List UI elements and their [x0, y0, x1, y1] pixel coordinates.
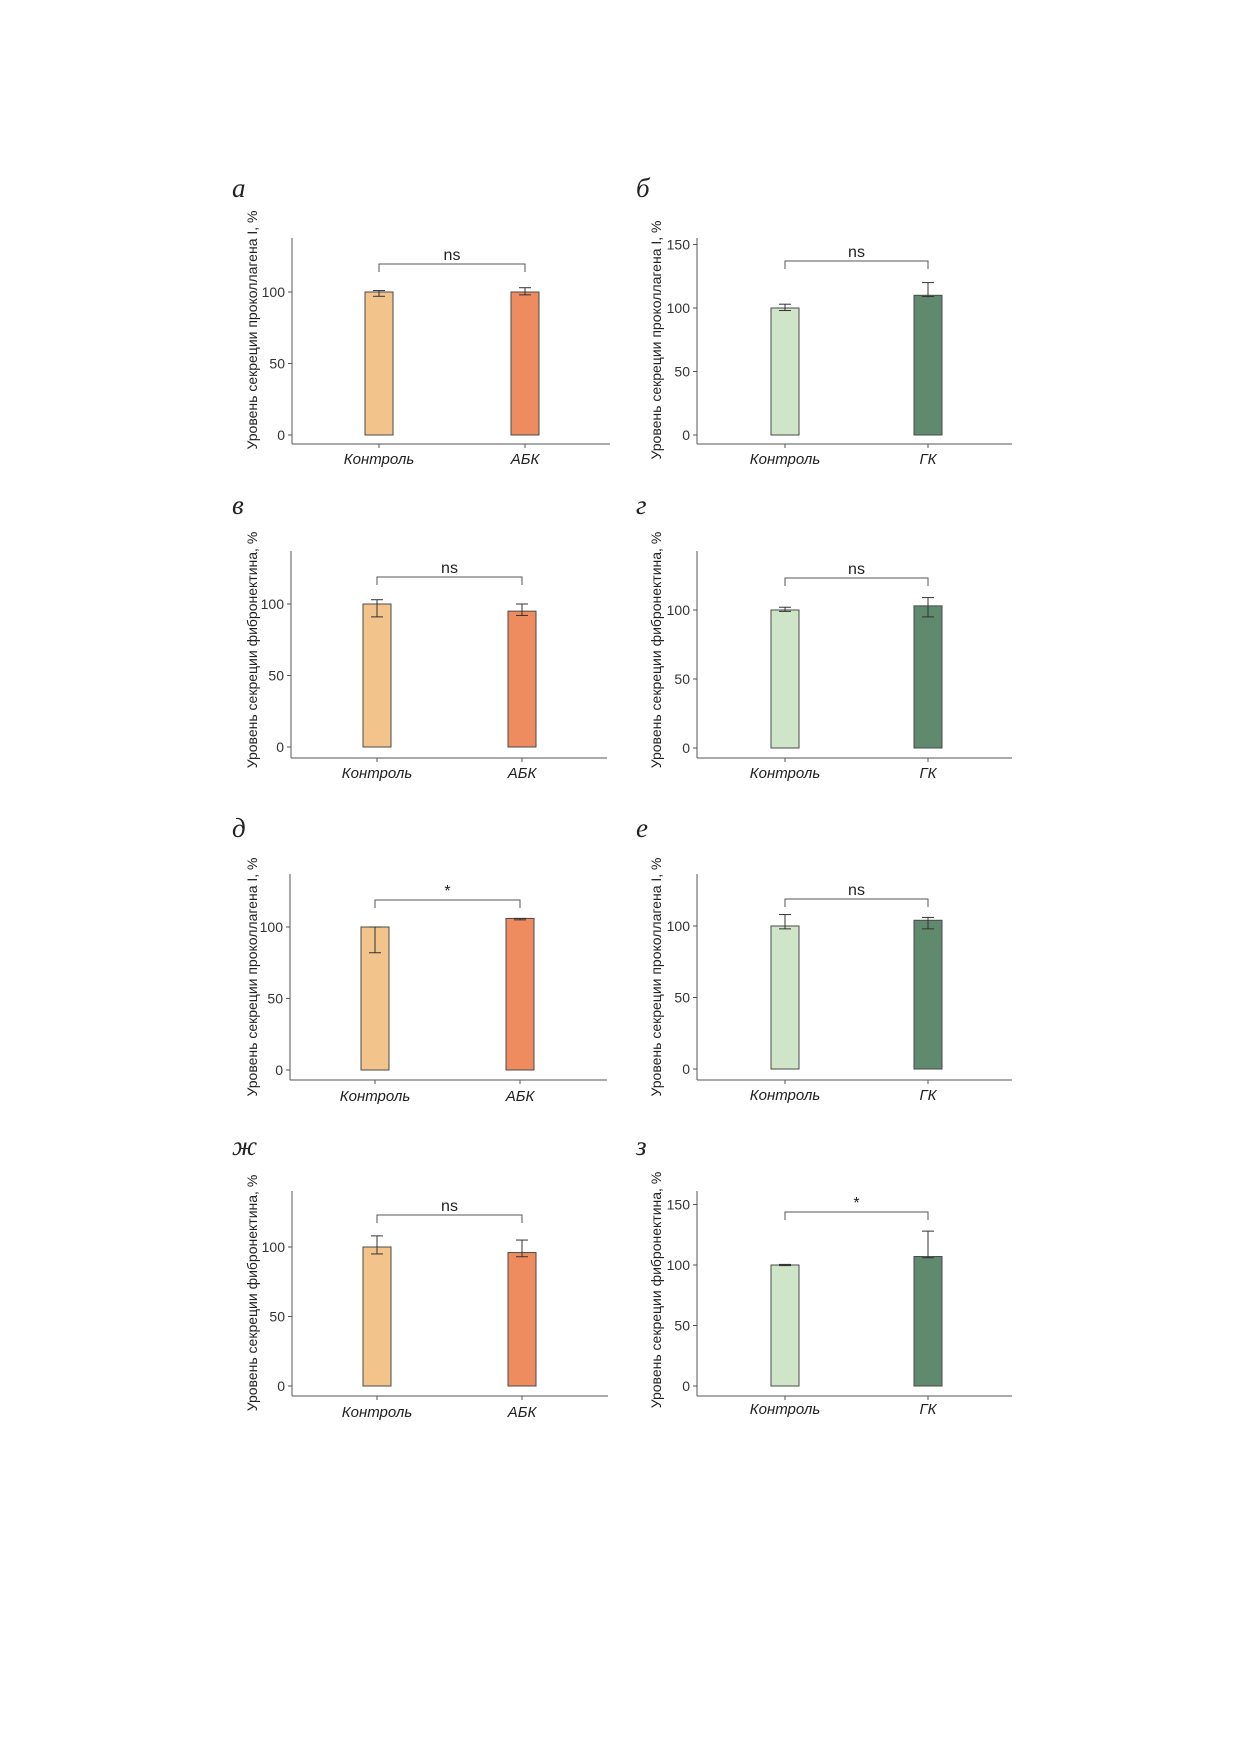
y-tick-label: 100: [262, 284, 286, 300]
category-label: АБК: [507, 765, 538, 782]
y-tick-label: 100: [667, 1257, 691, 1273]
significance-label: ns: [444, 247, 461, 264]
y-tick-label: 150: [667, 237, 691, 253]
significance-bracket: [784, 577, 929, 586]
panel-letter: а: [232, 173, 246, 203]
y-tick-label: 100: [261, 596, 285, 612]
category-label: Контроль: [342, 765, 413, 782]
category-label: Контроль: [750, 1401, 821, 1418]
y-tick-label: 0: [682, 1061, 690, 1077]
panel-letter: д: [232, 813, 246, 843]
y-tick-label: 100: [262, 1239, 286, 1255]
y-axis-title: Уровень секреции фибронектина, %: [244, 1175, 260, 1412]
bar: [913, 1256, 943, 1387]
y-tick-label: 0: [276, 739, 284, 755]
y-tick-label: 0: [277, 427, 285, 443]
bar: [364, 291, 394, 436]
category-label: Контроль: [340, 1088, 411, 1105]
y-tick-label: 0: [682, 427, 690, 443]
y-tick-label: 50: [267, 991, 283, 1007]
y-axis-title: Уровень секреции проколлагена I, %: [648, 221, 664, 460]
y-tick-label: 0: [277, 1378, 285, 1394]
bar: [770, 925, 800, 1070]
bar: [507, 1252, 537, 1387]
category-label: ГК: [920, 765, 938, 782]
y-axis-title: Уровень секреции фибронектина, %: [648, 532, 664, 769]
category-label: Контроль: [342, 1404, 413, 1421]
panel-letter: г: [636, 490, 647, 520]
y-axis-title: Уровень секреции проколлагена I, %: [648, 858, 664, 1097]
y-tick-label: 100: [667, 602, 691, 618]
significance-bracket: [784, 260, 929, 269]
panel-letter: в: [232, 490, 244, 520]
significance-label: ns: [441, 560, 458, 577]
category-label: АБК: [505, 1088, 536, 1105]
significance-bracket: [374, 899, 521, 908]
category-label: Контроль: [344, 451, 415, 468]
y-tick-label: 50: [674, 990, 690, 1006]
y-tick-label: 50: [674, 1318, 690, 1334]
category-label: Контроль: [750, 765, 821, 782]
category-label: ГК: [920, 451, 938, 468]
bar: [913, 605, 943, 749]
significance-label: ns: [441, 1198, 458, 1215]
bar: [913, 919, 943, 1070]
panel-letter: е: [636, 813, 648, 843]
y-axis-title: Уровень секреции проколлагена I, %: [244, 858, 260, 1097]
bar: [510, 291, 540, 436]
panel-letter: б: [636, 173, 651, 203]
y-tick-label: 50: [674, 364, 690, 380]
y-tick-label: 100: [260, 919, 284, 935]
y-tick-label: 50: [269, 356, 285, 372]
significance-bracket: [784, 898, 929, 907]
bar: [770, 609, 800, 749]
category-label: ГК: [920, 1087, 938, 1104]
y-tick-label: 0: [275, 1062, 283, 1078]
significance-bracket: [784, 1211, 929, 1220]
y-tick-label: 50: [269, 1309, 285, 1325]
significance-label: *: [444, 883, 450, 900]
y-tick-label: 100: [667, 918, 691, 934]
panel-letter: з: [635, 1131, 647, 1161]
category-label: АБК: [507, 1404, 538, 1421]
category-label: ГК: [920, 1401, 938, 1418]
y-tick-label: 50: [268, 668, 284, 684]
y-tick-label: 0: [682, 1378, 690, 1394]
significance-label: ns: [848, 561, 865, 578]
bar: [770, 307, 800, 436]
y-tick-label: 100: [667, 300, 691, 316]
panel-letter: ж: [232, 1131, 257, 1161]
bar: [770, 1264, 800, 1387]
significance-label: *: [853, 1195, 859, 1212]
bar: [507, 610, 537, 748]
y-axis-title: Уровень секреции фибронектина, %: [648, 1172, 664, 1409]
bar: [505, 917, 535, 1071]
y-tick-label: 150: [667, 1197, 691, 1213]
category-label: Контроль: [750, 1087, 821, 1104]
bar: [913, 294, 943, 436]
y-tick-label: 0: [682, 740, 690, 756]
significance-bracket: [378, 263, 526, 272]
significance-bracket: [376, 576, 523, 585]
category-label: АБК: [510, 451, 541, 468]
significance-label: ns: [848, 882, 865, 899]
significance-label: ns: [848, 244, 865, 261]
bar: [362, 603, 392, 748]
y-tick-label: 50: [674, 671, 690, 687]
y-axis-title: Уровень секреции фибронектина, %: [244, 532, 260, 769]
bar: [362, 1246, 392, 1387]
significance-bracket: [376, 1214, 523, 1223]
category-label: Контроль: [750, 451, 821, 468]
y-axis-title: Уровень секреции проколлагена I, %: [244, 211, 260, 450]
